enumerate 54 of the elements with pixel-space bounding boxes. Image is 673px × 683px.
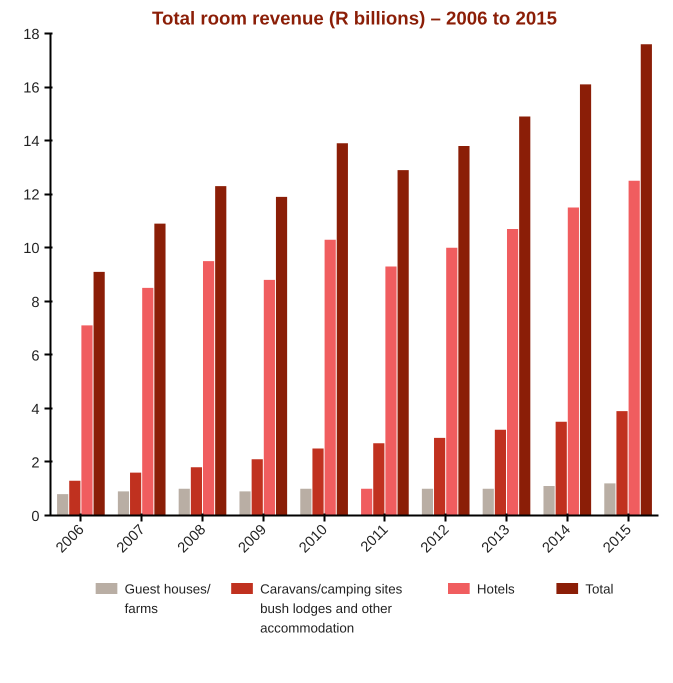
bar [57,494,68,516]
bar [142,288,154,516]
bar [130,472,142,516]
bar [568,208,579,516]
y-tick-label: 16 [23,80,40,97]
bar [239,491,251,516]
bar [543,486,555,516]
bar [494,430,506,516]
y-tick-label: 12 [23,188,40,204]
bar [178,488,190,516]
bar [118,491,130,516]
bar [482,488,494,516]
bar [264,280,275,516]
bar [202,261,214,516]
legend-label: Guest houses/ farms [124,582,211,616]
y-tick-label: 8 [31,294,40,311]
legend-label: Caravans/camping sites bush lodges and other accommodation [260,582,403,636]
bar [324,240,336,516]
bar [604,483,616,516]
bar [336,143,348,516]
y-tick-label: 6 [31,348,40,364]
bar [300,488,312,516]
bar [373,443,384,516]
bar [434,438,446,516]
y-tick-label: 0 [31,509,40,525]
bar [580,84,592,516]
bar [385,266,397,516]
y-tick-label: 18 [23,27,40,43]
bar [640,44,652,516]
legend-label: Total [585,582,614,596]
y-tick-label: 14 [23,134,40,150]
bar [312,448,324,516]
bar [398,170,409,516]
bar [628,180,640,516]
bar [190,467,202,516]
bar [81,325,93,516]
bar [458,146,470,516]
bar [276,196,288,516]
y-tick-label: 10 [23,241,40,258]
bar [556,422,567,516]
bar [519,116,530,516]
bar [252,459,263,516]
bar [422,488,434,516]
bar [215,186,226,516]
chart-title: Total room revenue (R billions) – 2006 to 2015 [152,8,558,28]
bar [616,411,628,516]
bar [69,480,80,516]
bar [446,248,458,516]
y-tick-label: 2 [31,455,40,472]
legend-label: Hotels [476,582,516,596]
bar [506,228,518,516]
bar [154,224,166,516]
bar [94,272,105,516]
y-tick-label: 4 [31,402,40,418]
